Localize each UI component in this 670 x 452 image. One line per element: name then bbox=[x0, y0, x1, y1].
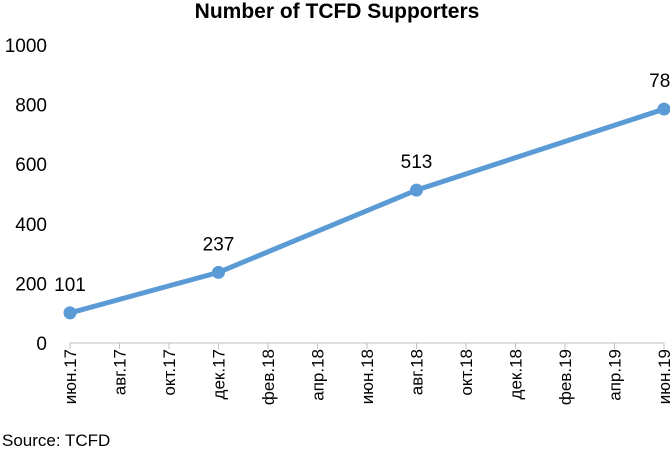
x-tick-label: окт.17 bbox=[160, 349, 179, 396]
data-points bbox=[63, 102, 670, 320]
x-tick-label: авг.17 bbox=[111, 349, 130, 395]
y-tick-label: 1000 bbox=[5, 36, 47, 57]
x-tick-label: фев.19 bbox=[556, 349, 575, 405]
chart-title: Number of TCFD Supporters bbox=[195, 0, 480, 23]
source-note: Source: TCFD bbox=[2, 431, 110, 450]
data-point bbox=[63, 306, 77, 320]
x-tick-label: апр.19 bbox=[606, 349, 625, 401]
x-tick-label: июн.18 bbox=[358, 349, 377, 404]
x-tick-label: окт.18 bbox=[457, 349, 476, 396]
data-label: 237 bbox=[203, 234, 235, 255]
x-tick-label: дек.18 bbox=[507, 349, 526, 399]
data-point bbox=[212, 265, 225, 279]
data-label: 101 bbox=[54, 275, 86, 296]
x-tick-label: июн.19 bbox=[655, 349, 670, 404]
series-line bbox=[67, 106, 667, 316]
x-tick-label: дек.17 bbox=[210, 349, 229, 399]
x-tick-label: фев.18 bbox=[259, 349, 278, 405]
y-tick-label: 200 bbox=[15, 274, 47, 295]
y-tick-label: 800 bbox=[15, 96, 47, 117]
x-axis: июн.17 авг.17 окт.17 дек.17 фев.18 апр.18 июн.… bbox=[61, 343, 670, 405]
data-label: 785 bbox=[649, 71, 670, 92]
data-labels: 101 237 513 785 bbox=[54, 71, 670, 296]
y-tick-label: 0 bbox=[36, 334, 47, 355]
x-tick-label: июн.17 bbox=[61, 349, 80, 404]
data-label: 513 bbox=[401, 152, 433, 173]
y-axis: 0 200 400 600 800 1000 bbox=[5, 36, 47, 355]
y-tick-label: 600 bbox=[15, 155, 47, 176]
x-tick-label: апр.18 bbox=[309, 349, 328, 401]
x-tick-label: авг.18 bbox=[408, 349, 427, 395]
data-point bbox=[410, 183, 423, 197]
y-tick-label: 400 bbox=[15, 215, 47, 236]
data-point bbox=[657, 102, 670, 116]
